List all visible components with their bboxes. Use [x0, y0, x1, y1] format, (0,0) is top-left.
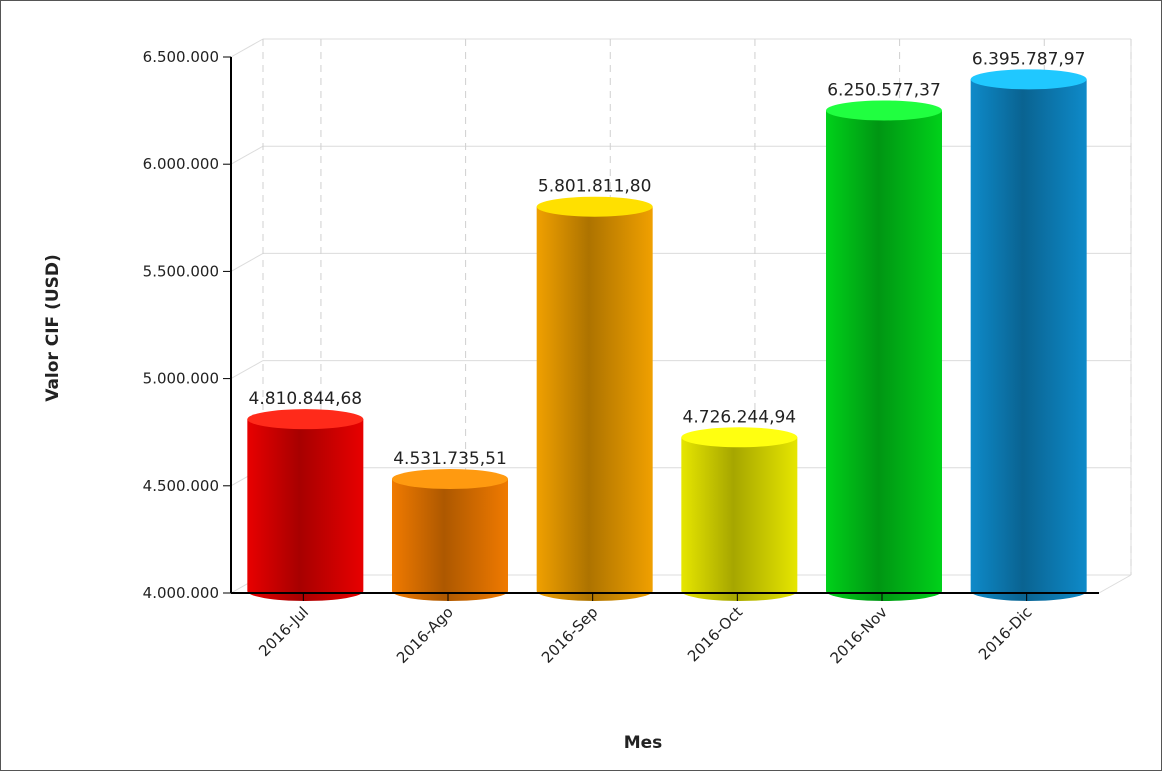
y-tick-label: 6.500.000	[143, 48, 219, 66]
bar-body[interactable]	[826, 110, 942, 602]
value-labels: 4.810.844,68 4.531.735,51 5.801.811,80 4.72…	[249, 49, 1086, 469]
grid-line-diag	[230, 145, 264, 165]
x-tick-label: 2016-Ago	[393, 603, 457, 667]
value-label: 4.810.844,68	[249, 389, 363, 409]
bar-top[interactable]	[392, 468, 508, 489]
bar-body[interactable]	[536, 206, 653, 602]
bar-2016-Ago[interactable]	[392, 468, 508, 601]
y-tick-label: 4.000.000	[143, 584, 219, 602]
value-label: 6.395.787,97	[972, 49, 1086, 69]
y-axis: 4.000.000 4.500.000 5.000.000 5.500.000 6.00…	[143, 48, 232, 602]
value-label: 4.726.244,94	[683, 407, 797, 427]
bar-2016-Dic[interactable]	[970, 69, 1087, 601]
bar-body[interactable]	[392, 478, 508, 601]
bar-2016-Jul[interactable]	[247, 409, 364, 601]
x-tick-label: 2016-Oct	[684, 603, 746, 665]
bar-body[interactable]	[681, 437, 798, 601]
grid-line-diag	[230, 252, 264, 272]
y-tick-label: 6.000.000	[143, 155, 219, 173]
x-axis-title: Mes	[624, 733, 663, 753]
bar-body[interactable]	[247, 419, 364, 601]
y-tick-label: 5.500.000	[143, 262, 219, 280]
bar-top[interactable]	[536, 196, 653, 217]
bar-2016-Sep[interactable]	[536, 196, 653, 602]
bar-body[interactable]	[970, 79, 1087, 601]
grid-line-diag	[230, 38, 264, 58]
bar-2016-Oct[interactable]	[681, 427, 798, 601]
value-label: 5.801.811,80	[538, 177, 652, 197]
bar-top[interactable]	[826, 100, 942, 121]
bars	[247, 69, 1087, 602]
grid-floor-edge	[1098, 574, 1132, 594]
bar-top[interactable]	[681, 427, 798, 448]
x-tick-label: 2016-Dic	[975, 603, 1036, 664]
x-tick-label: 2016-Jul	[255, 603, 312, 660]
bar-top[interactable]	[970, 69, 1087, 90]
bar-2016-Nov[interactable]	[826, 100, 942, 602]
x-axis: 2016-Jul 2016-Ago 2016-Sep 2016-Oct 2016-Nov…	[231, 592, 1099, 667]
grid-line-diag	[230, 360, 264, 380]
value-label: 6.250.577,37	[827, 80, 941, 100]
x-tick-label: 2016-Nov	[827, 603, 891, 667]
y-tick-label: 4.500.000	[143, 477, 219, 495]
y-axis-title: Valor CIF (USD)	[43, 254, 63, 402]
value-label: 4.531.735,51	[393, 449, 507, 469]
bar-top[interactable]	[247, 409, 364, 430]
y-tick-label: 5.000.000	[143, 370, 219, 388]
x-tick-label: 2016-Sep	[538, 603, 602, 667]
